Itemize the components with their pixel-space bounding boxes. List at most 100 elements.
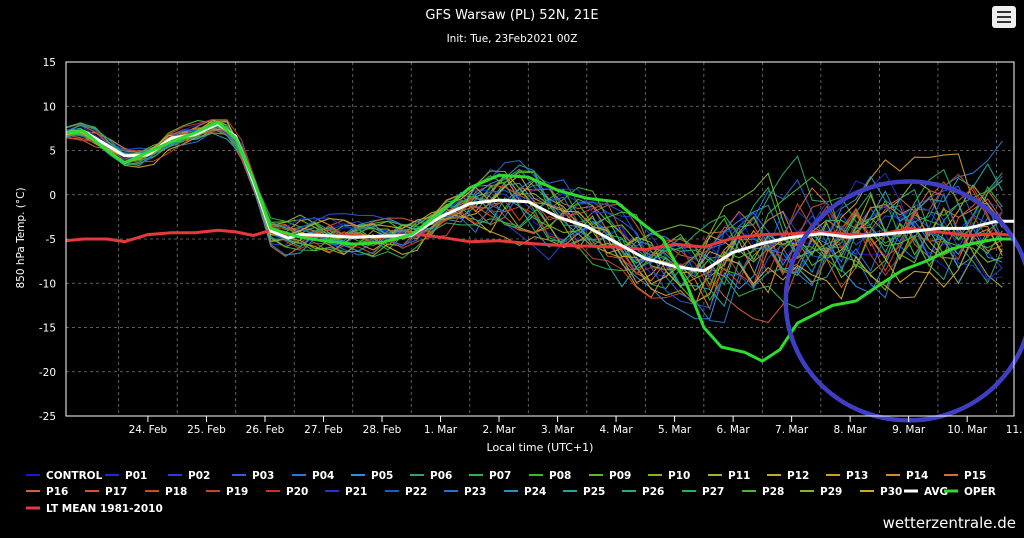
legend-item: P06 <box>410 470 452 482</box>
legend-label: P30 <box>880 486 902 498</box>
credit-text: wetterzentrale.de <box>882 514 1016 532</box>
legend-item: P09 <box>589 470 631 482</box>
legend-item: LT MEAN 1981-2010 <box>26 503 163 515</box>
legend-label: P05 <box>371 470 393 482</box>
legend-item: P26 <box>622 486 664 498</box>
legend-item: OPER <box>944 486 996 498</box>
legend-label: P06 <box>430 470 452 482</box>
x-tick-label: 3. Mar <box>541 424 575 436</box>
x-tick-label: 2. Mar <box>482 424 516 436</box>
legend-label: P15 <box>964 470 986 482</box>
legend-item: P05 <box>351 470 393 482</box>
legend-item: P24 <box>504 486 546 498</box>
legend-item: P30 <box>860 486 902 498</box>
x-tick-label: 1. Mar <box>424 424 458 436</box>
series-line-oper <box>65 120 1014 363</box>
x-tick-label: 25. Feb <box>187 424 226 436</box>
legend-item: P22 <box>385 486 427 498</box>
y-tick-label: 0 <box>49 190 56 202</box>
chart-title: GFS Warsaw (PL) 52N, 21E <box>425 8 598 23</box>
legend-item: AVG <box>904 486 948 498</box>
series-line-p26 <box>65 123 1003 286</box>
legend-item: P01 <box>105 470 147 482</box>
x-tick-label: 5. Mar <box>658 424 692 436</box>
legend-label: P04 <box>312 470 334 482</box>
legend-label: P02 <box>188 470 210 482</box>
y-tick-label: -10 <box>39 278 56 290</box>
legend-label: AVG <box>924 486 948 498</box>
x-tick-label: 9. Mar <box>892 424 926 436</box>
legend-label: P24 <box>524 486 546 498</box>
legend-label: P28 <box>762 486 784 498</box>
legend-label: P22 <box>405 486 427 498</box>
legend-label: P23 <box>464 486 486 498</box>
legend-item: P18 <box>145 486 187 498</box>
legend-label: OPER <box>964 486 996 498</box>
legend-label: P20 <box>286 486 308 498</box>
y-tick-label: 5 <box>49 146 56 158</box>
legend-item: P08 <box>529 470 571 482</box>
legend-item: P13 <box>826 470 868 482</box>
x-tick-label: 6. Mar <box>717 424 751 436</box>
legend-item: P21 <box>325 486 367 498</box>
x-tick-label: 4. Mar <box>599 424 633 436</box>
legend-item: P07 <box>469 470 511 482</box>
legend-label: LT MEAN 1981-2010 <box>46 503 163 515</box>
legend-label: P26 <box>642 486 664 498</box>
legend-item: P15 <box>944 470 986 482</box>
x-tick-label: 28. Feb <box>363 424 402 436</box>
legend-label: P25 <box>583 486 605 498</box>
plot-frame <box>65 61 1015 417</box>
series-line-p30 <box>65 120 1003 300</box>
menu-button[interactable] <box>992 6 1016 28</box>
legend-label: P27 <box>702 486 724 498</box>
legend-item: P02 <box>168 470 210 482</box>
legend-label: P18 <box>165 486 187 498</box>
legend-item: P12 <box>767 470 809 482</box>
legend-item: P04 <box>292 470 334 482</box>
y-tick-label: -15 <box>39 323 56 335</box>
legend-label: P19 <box>226 486 248 498</box>
legend-item: P29 <box>800 486 842 498</box>
legend-item: CONTROL <box>26 470 103 482</box>
legend-item: P23 <box>444 486 486 498</box>
legend-item: P17 <box>85 486 127 498</box>
series-line-lt-mean-1981-2010 <box>65 226 1015 252</box>
y-tick-label: -25 <box>39 411 56 423</box>
legend-label: P13 <box>846 470 868 482</box>
legend-item: P14 <box>886 470 928 482</box>
legend-item: P20 <box>266 486 308 498</box>
legend-label: P03 <box>252 470 274 482</box>
legend-label: P17 <box>105 486 127 498</box>
legend-item: P16 <box>26 486 68 498</box>
y-axis-label: 850 hPa Temp. (°C) <box>15 187 27 288</box>
y-tick-label: 10 <box>43 101 56 113</box>
axes: 15 10 5 0 -5 -10 -15 -20 -25 24. Feb 25. Feb 26. Fe… <box>39 57 1024 436</box>
legend-label: P08 <box>549 470 571 482</box>
legend: CONTROL P01 P02 P03 P04 P05 P06 P07 P08 P09 P10 P11… <box>26 470 996 515</box>
legend-item: P11 <box>708 470 750 482</box>
legend-item: P25 <box>563 486 605 498</box>
legend-item: P19 <box>206 486 248 498</box>
x-tick-label: 10. Mar <box>947 424 988 436</box>
y-tick-label: -5 <box>46 234 56 246</box>
legend-label: P12 <box>787 470 809 482</box>
y-tick-label: 15 <box>43 57 56 69</box>
x-tick-label: 8. Mar <box>834 424 868 436</box>
legend-label: P21 <box>345 486 367 498</box>
y-tick-label: -20 <box>39 367 56 379</box>
legend-item: P27 <box>682 486 724 498</box>
x-tick-label: 27. Feb <box>304 424 343 436</box>
series-line-p25 <box>65 124 1003 308</box>
legend-label: P11 <box>728 470 750 482</box>
series-line-p20 <box>65 118 1003 290</box>
x-tick-label: 11. Mar <box>1006 424 1024 436</box>
series-line-p18 <box>65 126 1003 276</box>
x-tick-label: 26. Feb <box>246 424 285 436</box>
series-line-avg <box>65 122 1014 273</box>
x-axis-label: Local time (UTC+1) <box>487 441 594 454</box>
chart-subtitle: Init: Tue, 23Feb2021 00Z <box>447 33 578 45</box>
series-line-p16 <box>65 132 1003 271</box>
legend-label: CONTROL <box>46 470 103 482</box>
legend-label: P07 <box>489 470 511 482</box>
